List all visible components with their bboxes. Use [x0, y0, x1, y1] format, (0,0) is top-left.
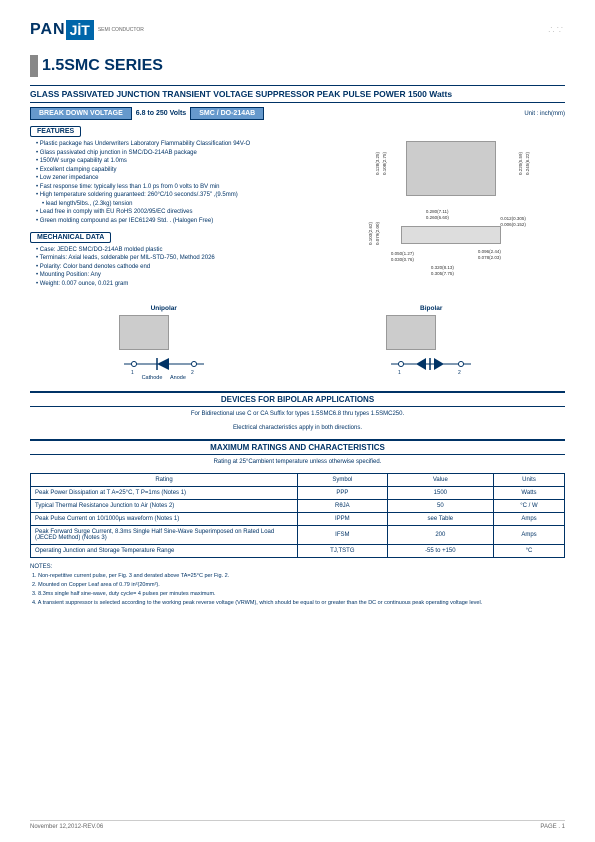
bipolar-apps-line2: Electrical characteristics apply in both…	[30, 425, 565, 431]
note-item: 4. A transient suppressor is selected ac…	[30, 600, 565, 606]
tag-package: SMC / DO-214AB	[190, 107, 264, 120]
svg-text:2: 2	[458, 370, 461, 375]
feature-item: Plastic package has Underwriters Laborat…	[30, 141, 327, 147]
note-item: 2. Mounted on Copper Leaf area of 0.79 i…	[30, 582, 565, 588]
decorative-dots: ∴∵	[548, 25, 565, 36]
dim-label: 0.103(2.62)	[368, 222, 373, 245]
logo-brand2: JİT	[66, 20, 94, 40]
table-row: Typical Thermal Resistance Junction to A…	[31, 499, 565, 512]
svg-text:1: 1	[398, 370, 401, 375]
feature-item: Fast response time: typically less than …	[30, 184, 327, 190]
title-accent-block	[30, 55, 38, 77]
bipolar-diode-icon: 1 2	[386, 353, 476, 375]
dim-label: 0.079(2.00)	[375, 222, 380, 245]
subtitle: GLASS PASSIVATED JUNCTION TRANSIENT VOLT…	[30, 85, 565, 103]
svg-text:1: 1	[131, 370, 134, 375]
feature-item: High temperature soldering guaranteed: 2…	[30, 192, 327, 198]
package-top-view: 0.280(7.11) 0.260(6.60) 0.128(3.25) 0.10…	[391, 131, 511, 206]
mech-item: Weight: 0.007 ounce, 0.021 gram	[30, 281, 327, 287]
dim-label: 0.320(8.13)	[431, 265, 454, 270]
ratings-sub: Rating at 25°Cambient temperature unless…	[30, 459, 565, 465]
th-value: Value	[387, 473, 493, 486]
unipolar-diode-icon: 1 2	[119, 353, 209, 375]
logo-brand1: PAN	[30, 21, 66, 39]
svg-text:2: 2	[191, 370, 194, 375]
unipolar-block: Unipolar 1 2 Cathode Anode	[119, 305, 209, 381]
dim-label: 0.220(5.59)	[518, 152, 523, 175]
feature-item: Green molding compound as per IEC61249 S…	[30, 218, 327, 224]
dim-label: 0.050(1.27)	[391, 251, 414, 256]
ratings-title: MAXIMUM RATINGS AND CHARACTERISTICS	[30, 439, 565, 455]
dim-label: 0.030(0.76)	[391, 257, 414, 262]
unipolar-package-icon	[119, 315, 169, 350]
tag-voltage: 6.8 to 250 Volts	[136, 110, 186, 117]
logo: PANJİT SEMI CONDUCTOR	[30, 20, 565, 40]
bipolar-package-icon	[386, 315, 436, 350]
table-header-row: Rating Symbol Value Units	[31, 473, 565, 486]
dim-label: 0.078(2.03)	[478, 255, 501, 260]
bipolar-label: Bipolar	[386, 305, 476, 312]
feature-item: 1500W surge capability at 1.0ms	[30, 158, 327, 164]
note-item: 1. Non-repetitive current pulse, per Fig…	[30, 573, 565, 579]
dim-label: 0.128(3.25)	[375, 152, 380, 175]
tags-row: BREAK DOWN VOLTAGE 6.8 to 250 Volts SMC …	[30, 107, 565, 120]
notes-title: NOTES:	[30, 564, 565, 570]
unipolar-label: Unipolar	[119, 305, 209, 312]
logo-sub: SEMI CONDUCTOR	[98, 27, 144, 33]
th-symbol: Symbol	[298, 473, 388, 486]
mechanical-list: Case: JEDEC SMC/DO-214AB molded plastic …	[30, 247, 327, 287]
title-bar: 1.5SMC SERIES	[30, 55, 565, 77]
mech-item: Case: JEDEC SMC/DO-214AB molded plastic	[30, 247, 327, 253]
dim-label: 0.012(0.305)	[500, 216, 526, 221]
mechanical-header: MECHANICAL DATA	[30, 232, 111, 243]
feature-item: lead length/5lbs., (2.3kg) tension	[30, 201, 327, 207]
mech-item: Mounting Position: Any	[30, 272, 327, 278]
dim-label: 0.096(2.44)	[478, 249, 501, 254]
features-list: Plastic package has Underwriters Laborat…	[30, 141, 327, 224]
mech-item: Terminals: Axial leads, solderable per M…	[30, 255, 327, 261]
table-row: Operating Junction and Storage Temperatu…	[31, 544, 565, 557]
feature-item: Lead free in comply with EU RoHS 2002/95…	[30, 209, 327, 215]
feature-item: Glass passivated chip junction in SMC/DO…	[30, 150, 327, 156]
page-title: 1.5SMC SERIES	[42, 57, 163, 75]
terminals-label: Cathode Anode	[119, 375, 209, 381]
feature-item: Low zener impedance	[30, 175, 327, 181]
dim-label: 0.280(7.11)	[426, 209, 449, 214]
unit-label: Unit : inch(mm)	[524, 111, 565, 117]
footer: November 12,2012-REV.06 PAGE . 1	[30, 820, 565, 830]
dim-label: 0.305(7.75)	[431, 271, 454, 276]
dim-label: 0.245(6.22)	[525, 152, 530, 175]
th-units: Units	[493, 473, 564, 486]
footer-date: November 12,2012-REV.06	[30, 824, 103, 830]
bipolar-apps-line1: For Bidirectional use C or CA Suffix for…	[30, 411, 565, 417]
mech-item: Polarity: Color band denotes cathode end	[30, 264, 327, 270]
ratings-table: Rating Symbol Value Units Peak Power Dis…	[30, 473, 565, 558]
package-side-view: 0.012(0.305) 0.006(0.152) 0.103(2.62) 0.…	[381, 216, 521, 266]
note-item: 3. 8.3ms single half sine-wave, duty cyc…	[30, 591, 565, 597]
table-row: Peak Forward Surge Current, 8.3ms Single…	[31, 525, 565, 544]
feature-item: Excellent clamping capability	[30, 167, 327, 173]
symbols-row: Unipolar 1 2 Cathode Anode Bipolar	[30, 305, 565, 381]
footer-page: PAGE . 1	[540, 824, 565, 830]
notes-list: 1. Non-repetitive current pulse, per Fig…	[30, 573, 565, 606]
features-header: FEATURES	[30, 126, 81, 137]
bipolar-apps-title: DEVICES FOR BIPOLAR APPLICATIONS	[30, 391, 565, 407]
th-rating: Rating	[31, 473, 298, 486]
bipolar-block: Bipolar 1 2	[386, 305, 476, 381]
dim-label: 0.108(2.75)	[382, 152, 387, 175]
dim-label: 0.006(0.152)	[500, 222, 526, 227]
tag-breakdown: BREAK DOWN VOLTAGE	[30, 107, 132, 120]
table-row: Peak Pulse Current on 10/1000μs waveform…	[31, 512, 565, 525]
table-row: Peak Power Dissipation at T A=25°C, T P=…	[31, 486, 565, 499]
